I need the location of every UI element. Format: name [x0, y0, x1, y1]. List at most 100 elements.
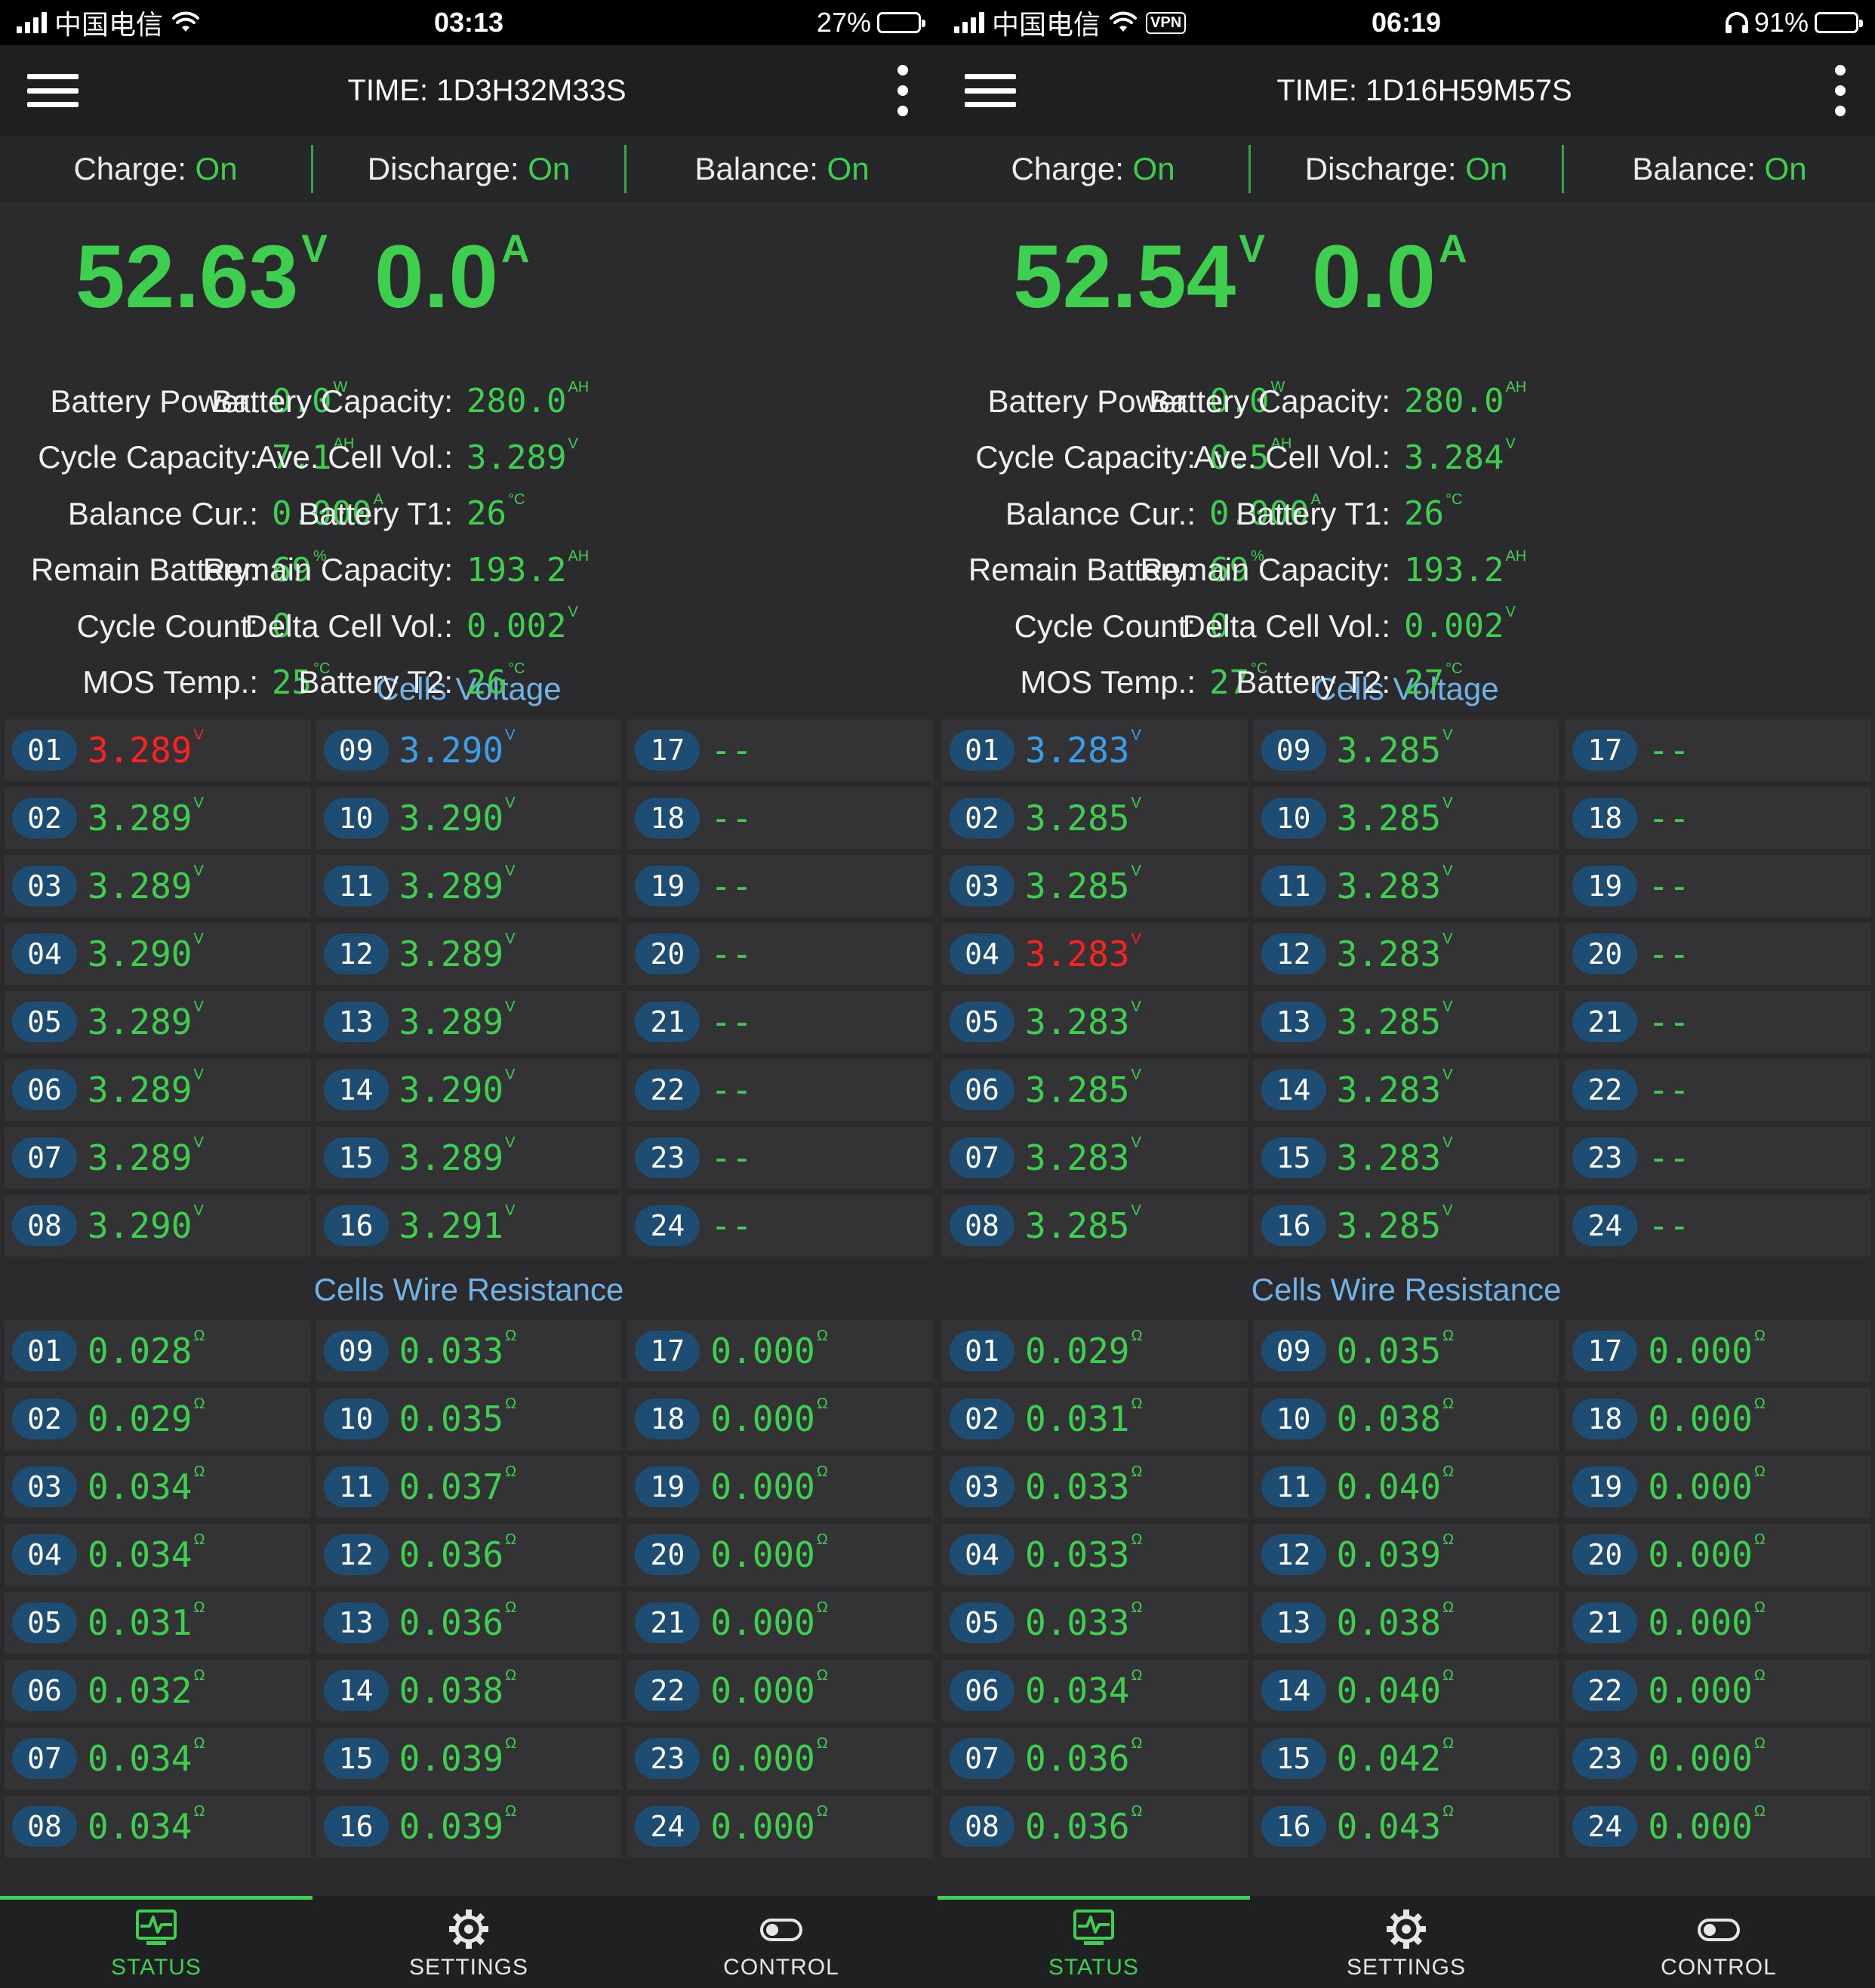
cell-voltage-item: 07 3.289 V: [5, 1127, 310, 1189]
cell-voltage-value: 3.283 V: [1336, 1134, 1453, 1178]
stat-value: 0.000 A: [1209, 491, 1321, 533]
cell-number-badge: 16: [1261, 1806, 1326, 1847]
cell-voltage-item: 18 --: [1565, 787, 1870, 849]
cells-resistance-title: Cells Wire Resistance: [0, 1260, 938, 1320]
cell-voltage-item: 09 3.290 V: [316, 719, 622, 781]
menu-button[interactable]: [965, 69, 1016, 112]
app-bar: TIME: 1D3H32M33S: [0, 45, 938, 136]
stat-row: Battery Power: 0.0 W: [0, 373, 348, 429]
cell-resistance-item: 02 0.031 Ω: [942, 1388, 1248, 1450]
stat-label: Battery T2:: [298, 664, 453, 700]
cell-voltage-value: --: [1648, 798, 1690, 839]
stat-row: MOS Temp.: 25 °C: [0, 654, 330, 711]
cell-resistance-value: 0.034 Ω: [88, 1531, 205, 1575]
cell-resistance-value: 0.000 Ω: [710, 1803, 828, 1847]
cell-resistance-value: 0.035 Ω: [399, 1396, 517, 1439]
cell-voltage-item: 18 --: [627, 787, 933, 849]
tab-settings[interactable]: SETTINGS: [1250, 1896, 1562, 1988]
monitor-pulse-icon: [1073, 1910, 1114, 1945]
cell-resistance-item: 12 0.039 Ω: [1253, 1524, 1559, 1586]
charge-status: Charge: On: [1011, 151, 1175, 186]
cell-resistance-value: 0.000 Ω: [1648, 1735, 1766, 1779]
cell-number-badge: 14: [323, 1069, 389, 1110]
stat-row: Cycle Count: 0: [938, 598, 1231, 654]
cell-voltage-item: 10 3.285 V: [1253, 787, 1559, 849]
cell-voltage-value: 3.285 V: [1336, 727, 1453, 771]
tab-status[interactable]: STATUS: [0, 1896, 312, 1988]
cells-voltage-title: Cells Voltage: [0, 659, 938, 719]
cell-resistance-value: 0.039 Ω: [399, 1735, 517, 1779]
divider: [1562, 145, 1564, 193]
cell-voltage-item: 24 --: [627, 1195, 933, 1257]
stat-row: Battery Capacity: 280.0 AH: [0, 373, 589, 429]
cell-number-badge: 11: [323, 866, 389, 906]
stat-label: Cycle Capacity:: [38, 439, 258, 475]
cell-resistance-item: 10 0.035 Ω: [316, 1388, 622, 1450]
cell-resistance-value: 0.000 Ω: [1648, 1463, 1766, 1507]
cell-voltage-item: 13 3.289 V: [316, 991, 622, 1053]
cell-voltage-item: 03 3.285 V: [942, 855, 1248, 917]
tab-control[interactable]: CONTROL: [625, 1896, 938, 1988]
cell-number-badge: 10: [1261, 798, 1326, 839]
cell-voltage-item: 02 3.289 V: [5, 787, 310, 849]
switch-status-bar: Charge: On Discharge: On Balance: On: [938, 136, 1875, 202]
stat-label: Remain Battery:: [30, 552, 258, 587]
cell-number-badge: 01: [950, 730, 1014, 771]
cell-resistance-value: 0.037 Ω: [399, 1463, 517, 1507]
cell-resistance-item: 21 0.000 Ω: [627, 1592, 933, 1654]
stat-value: 27 °C: [1209, 660, 1268, 702]
stat-row: Cycle Capacity: 7.1 AH: [0, 429, 354, 486]
cell-resistance-value: 0.043 Ω: [1336, 1803, 1455, 1847]
cell-number-badge: 03: [950, 866, 1014, 906]
tab-control[interactable]: CONTROL: [1562, 1896, 1875, 1988]
cell-resistance-value: 0.000 Ω: [1648, 1803, 1766, 1847]
cell-number-badge: 24: [635, 1205, 700, 1246]
cell-resistance-item: 04 0.034 Ω: [5, 1524, 310, 1586]
cell-number-badge: 22: [1572, 1069, 1638, 1110]
battery-summary: 52.63V 0.0A Battery Power: 0.0 W Cycle Capa…: [0, 202, 938, 702]
cell-resistance-item: 22 0.000 Ω: [1565, 1660, 1870, 1722]
more-options-button[interactable]: [895, 65, 910, 116]
cell-number-badge: 18: [1572, 798, 1638, 839]
stat-value: 69%: [272, 547, 327, 589]
cell-resistance-value: 0.000 Ω: [1648, 1667, 1766, 1711]
total-voltage: 52.63V: [75, 227, 328, 327]
cell-number-badge: 03: [950, 1466, 1014, 1507]
stat-label: Battery T1:: [298, 495, 453, 531]
cell-number-badge: 07: [12, 1137, 77, 1178]
cell-resistance-value: 0.000 Ω: [710, 1735, 828, 1779]
stat-row: Remain Battery: 69%: [0, 542, 327, 599]
cell-voltage-value: --: [1648, 1069, 1690, 1110]
stat-value: 193.2 AH: [1404, 547, 1527, 589]
cell-voltage-item: 14 3.283 V: [1253, 1059, 1559, 1121]
cell-resistance-item: 11 0.040 Ω: [1253, 1456, 1559, 1518]
cell-number-badge: 01: [12, 730, 77, 771]
tab-settings[interactable]: SETTINGS: [312, 1896, 625, 1988]
stat-value: 26 °C: [466, 491, 525, 533]
cell-number-badge: 20: [1572, 934, 1638, 974]
cell-voltage-item: 01 3.289 V: [5, 719, 310, 781]
cell-voltage-value: --: [710, 1137, 753, 1178]
cell-number-badge: 09: [323, 1331, 389, 1371]
tab-status[interactable]: STATUS: [938, 1896, 1250, 1988]
menu-button[interactable]: [27, 69, 79, 112]
stat-row: MOS Temp.: 27 °C: [938, 654, 1267, 711]
cell-voltage-value: --: [710, 1069, 753, 1110]
cell-resistance-value: 0.000 Ω: [710, 1531, 828, 1575]
cell-voltage-value: --: [710, 1002, 753, 1042]
stat-row: Remain Capacity: 193.2 AH: [938, 542, 1527, 599]
cell-voltage-value: --: [1648, 1002, 1690, 1042]
cell-resistance-value: 0.039 Ω: [1336, 1531, 1455, 1575]
cell-resistance-item: 06 0.034 Ω: [942, 1660, 1248, 1722]
cell-number-badge: 04: [12, 934, 77, 974]
stat-row: Balance Cur.: 0.000 A: [0, 485, 383, 542]
cell-resistance-item: 16 0.039 Ω: [316, 1796, 622, 1857]
cell-voltage-value: 3.285 V: [1336, 795, 1453, 839]
cell-voltage-item: 15 3.283 V: [1253, 1127, 1559, 1189]
cell-voltage-value: 3.290 V: [88, 931, 204, 974]
stat-label: Battery Power:: [987, 383, 1196, 419]
cell-resistance-value: 0.000 Ω: [1648, 1531, 1766, 1575]
stat-row: Ave. Cell Vol.: 3.284 V: [938, 429, 1516, 486]
more-options-button[interactable]: [1833, 65, 1848, 116]
cell-voltage-item: 20 --: [627, 923, 933, 985]
